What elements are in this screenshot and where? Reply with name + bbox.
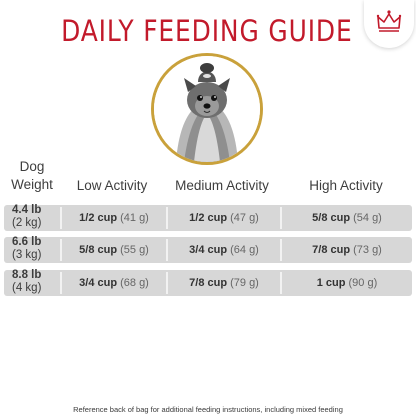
- weight-lb: 6.6 lb: [12, 236, 42, 248]
- weight-cell: 8.8 lb (4 kg): [12, 269, 52, 295]
- gram-amount: (64 g): [230, 244, 259, 256]
- footnote: Reference back of bag for additional fee…: [73, 405, 343, 414]
- high-activity-cell: 5/8 cup (54 g): [282, 205, 412, 231]
- low-activity-cell: 3/4 cup (68 g): [62, 270, 166, 296]
- medium-activity-header: Medium Activity: [175, 178, 269, 193]
- weight-kg: (4 kg): [12, 282, 42, 294]
- weight-lb: 4.4 lb: [12, 204, 42, 216]
- table-row: 4.4 lb (2 kg) 1/2 cup (41 g) 1/2 cup (47…: [4, 204, 412, 231]
- gram-amount: (68 g): [120, 277, 149, 289]
- cup-amount: 7/8 cup: [312, 244, 351, 256]
- high-activity-cell: 1 cup (90 g): [282, 270, 412, 296]
- weight-lb: 8.8 lb: [12, 269, 42, 281]
- cup-amount: 1/2 cup: [79, 212, 118, 224]
- cup-amount: 7/8 cup: [189, 277, 228, 289]
- dog-weight-header: Dog Weight: [4, 158, 60, 194]
- gram-amount: (54 g): [353, 212, 382, 224]
- low-activity-cell: 1/2 cup (41 g): [62, 205, 166, 231]
- cup-amount: 1/2 cup: [189, 212, 228, 224]
- crown-logo-icon: [364, 0, 414, 48]
- medium-activity-cell: 1/2 cup (47 g): [168, 205, 280, 231]
- weight-cell: 6.6 lb (3 kg): [12, 236, 52, 262]
- cup-amount: 3/4 cup: [189, 244, 228, 256]
- medium-activity-cell: 3/4 cup (64 g): [168, 237, 280, 263]
- cup-amount: 5/8 cup: [312, 212, 351, 224]
- low-activity-cell: 5/8 cup (55 g): [62, 237, 166, 263]
- cup-amount: 5/8 cup: [79, 244, 118, 256]
- medium-activity-cell: 7/8 cup (79 g): [168, 270, 280, 296]
- page-title: DAILY FEEDING GUIDE: [61, 14, 353, 48]
- low-activity-header: Low Activity: [76, 178, 148, 193]
- high-activity-header: High Activity: [309, 178, 383, 193]
- weight-kg: (2 kg): [12, 217, 42, 229]
- weight-kg: (3 kg): [12, 249, 42, 261]
- cup-amount: 1 cup: [316, 277, 346, 289]
- gram-amount: (79 g): [230, 277, 259, 289]
- gram-amount: (41 g): [120, 212, 149, 224]
- dog-photo: [151, 53, 263, 165]
- weight-cell: 4.4 lb (2 kg): [12, 204, 52, 230]
- dog-weight-header-line2: Weight: [11, 177, 53, 192]
- gram-amount: (47 g): [230, 212, 259, 224]
- high-activity-cell: 7/8 cup (73 g): [282, 237, 412, 263]
- dog-weight-header-line1: Dog: [19, 159, 45, 174]
- gram-amount: (90 g): [348, 277, 378, 289]
- gram-amount: (73 g): [353, 244, 382, 256]
- cup-amount: 3/4 cup: [79, 277, 118, 289]
- gram-amount: (55 g): [120, 244, 149, 256]
- table-row: 6.6 lb (3 kg) 5/8 cup (55 g) 3/4 cup (64…: [4, 236, 412, 263]
- table-row: 8.8 lb (4 kg) 3/4 cup (68 g) 7/8 cup (79…: [4, 269, 412, 296]
